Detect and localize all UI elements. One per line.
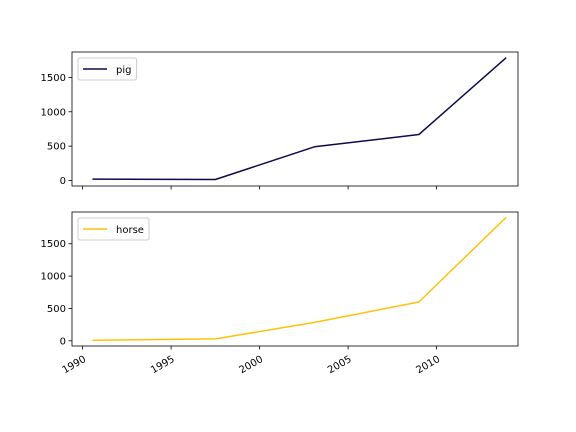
legend-box — [77, 57, 138, 81]
y-tick-label: 500 — [47, 142, 66, 153]
x-tick-label: 2010 — [415, 354, 443, 376]
x-tick-label: 2000 — [238, 354, 266, 376]
legend-box — [77, 217, 150, 241]
subplot-1: 0 500 1000 1500 pig — [41, 51, 519, 190]
legend: pig — [77, 57, 138, 81]
x-tick-label: 1990 — [61, 354, 89, 376]
y-tick-label: 1500 — [41, 239, 66, 250]
y-tick-label: 0 — [60, 176, 66, 187]
series-line-horse — [92, 216, 507, 341]
y-tick-label: 0 — [60, 336, 66, 347]
axes-frame — [71, 51, 519, 187]
x-tick-label: 2005 — [326, 354, 354, 376]
x-tick-label: 1995 — [149, 354, 177, 376]
subplot-2: 0 500 1000 1500 1990 1995 2000 2005 2010 horse — [41, 211, 519, 376]
y-tick-label: 1000 — [41, 272, 66, 283]
y-tick-label: 500 — [47, 304, 66, 315]
legend-label-horse: horse — [116, 225, 144, 236]
y-tick-label: 1000 — [41, 107, 66, 118]
series-line-pig — [92, 57, 507, 181]
legend-label-pig: pig — [116, 65, 131, 76]
legend: horse — [77, 217, 150, 241]
y-tick-label: 1500 — [41, 73, 66, 84]
